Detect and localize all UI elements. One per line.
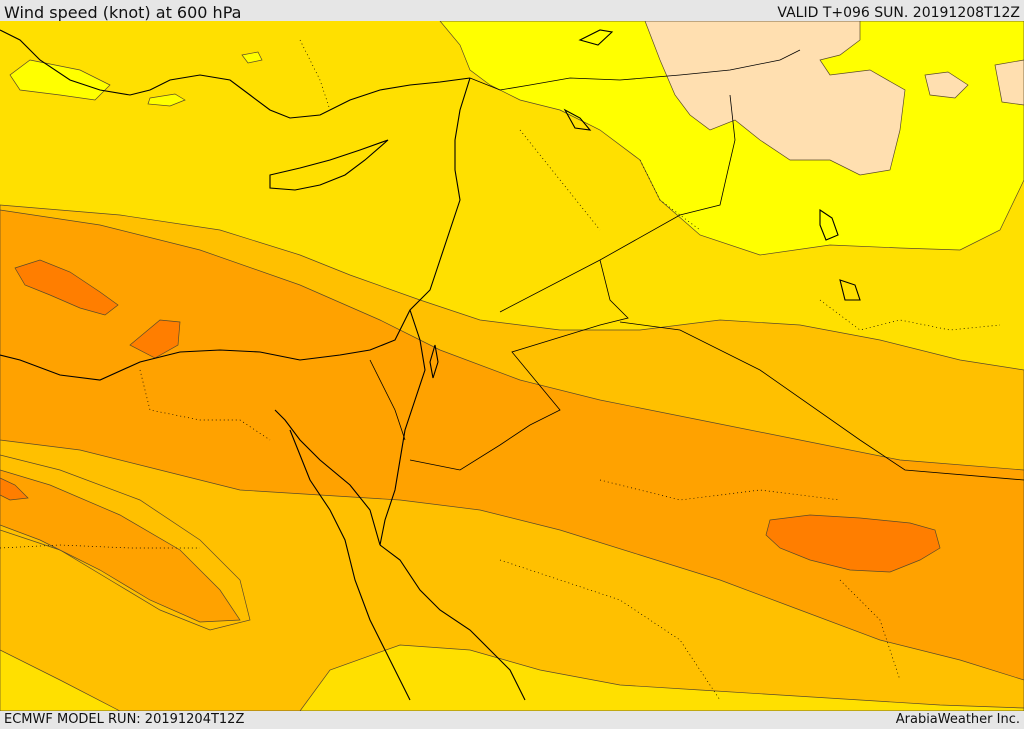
wind-band-2-south (299, 644, 1024, 711)
map-header: Wind speed (knot) at 600 hPa VALID T+096… (0, 0, 1024, 22)
wind-band-1-patch (147, 93, 186, 107)
map-title: Wind speed (knot) at 600 hPa (4, 3, 242, 22)
wind-band-2-south (0, 649, 121, 711)
admin-boundaries (0, 39, 1001, 701)
calm-region-patch (994, 59, 1024, 106)
wind-band-1-patch (9, 59, 111, 101)
credit-label: ArabiaWeather Inc. (895, 712, 1020, 727)
wind-core (129, 319, 181, 359)
country-borders (369, 49, 1024, 481)
wind-speed-map[interactable] (0, 21, 1024, 711)
model-run-label: ECMWF MODEL RUN: 20191204T12Z (4, 712, 245, 727)
wind-core (0, 477, 29, 501)
wind-band-1-patch (241, 51, 263, 64)
map-footer: ECMWF MODEL RUN: 20191204T12Z ArabiaWeat… (0, 711, 1024, 729)
calm-region-patch (924, 71, 969, 99)
wind-core (765, 514, 941, 573)
wind-core (14, 259, 119, 316)
wind-band-4-strip (0, 469, 241, 623)
coastlines (0, 29, 861, 701)
calm-region (644, 21, 906, 176)
valid-time-label: VALID T+096 SUN. 20191208T12Z (777, 5, 1020, 21)
